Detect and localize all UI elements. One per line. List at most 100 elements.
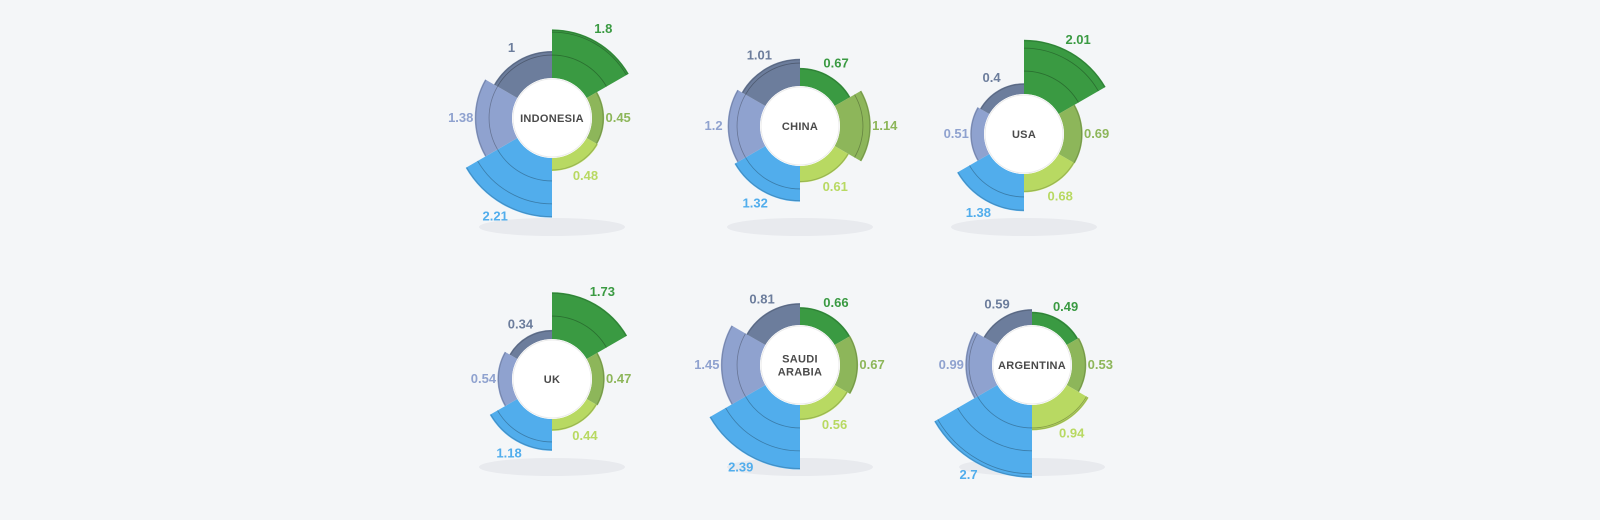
bar-guide — [488, 86, 498, 150]
bar-edge — [934, 420, 1033, 478]
bar-edge — [509, 330, 553, 356]
bar-edge — [596, 352, 605, 406]
bar-segment — [957, 154, 1024, 212]
bar-guide — [736, 94, 746, 158]
bar-segment — [720, 325, 766, 405]
bar-edge — [1023, 40, 1106, 88]
bar-segment — [983, 309, 1032, 345]
bar-segment — [1066, 337, 1087, 393]
bar-segment — [465, 138, 552, 218]
value-label: 0.48 — [573, 168, 598, 183]
radial-chart-2: 2.01 0.69 0.68 1.38 0.51 0.4 USA — [944, 32, 1109, 236]
value-label: 0.68 — [1048, 189, 1073, 204]
value-label: 0.47 — [606, 371, 631, 386]
value-label: 0.81 — [749, 291, 774, 306]
bar-segment — [509, 329, 552, 359]
bar-edge — [709, 416, 801, 470]
bar-segment — [980, 83, 1024, 114]
bar-edge — [494, 51, 553, 86]
bar-guide — [1023, 47, 1099, 92]
value-label: 0.44 — [572, 428, 598, 443]
value-label: 0.67 — [859, 357, 884, 372]
bar-edge — [799, 153, 849, 182]
bar-guide — [969, 165, 1025, 198]
radial-chart-1: 0.67 1.14 0.61 1.32 1.2 1.01 CHINA — [705, 48, 898, 236]
bar-segment — [834, 335, 859, 395]
bar-segment — [800, 307, 851, 345]
bar-segment — [1032, 385, 1089, 431]
bar-edge — [466, 167, 553, 218]
bar-segment — [800, 146, 849, 183]
center-disc — [760, 86, 840, 166]
value-label: 1.45 — [694, 357, 719, 372]
bar-guide — [551, 31, 627, 76]
value-label: 1.2 — [705, 118, 723, 133]
bar-segment — [1024, 154, 1075, 193]
bar-guide — [957, 407, 1033, 452]
value-label: 1.14 — [872, 118, 898, 133]
bar-segment — [552, 292, 628, 359]
center-disc — [984, 94, 1064, 174]
bar-edge — [980, 83, 1025, 110]
radial-chart-3: 1.73 0.47 0.44 1.18 0.54 0.34 UK — [471, 284, 631, 476]
bar-edge — [849, 336, 858, 394]
bar-edge — [475, 79, 487, 157]
bar-edge — [859, 90, 871, 162]
shadow — [727, 218, 873, 236]
bar-guide — [1023, 70, 1079, 103]
bar-edge — [490, 414, 553, 451]
bar-edge — [970, 107, 979, 161]
value-label: 0.66 — [823, 295, 848, 310]
bar-guide — [551, 315, 607, 348]
bar-segment — [1024, 39, 1106, 115]
radial-chart-5: 0.49 0.53 0.94 2.7 0.99 0.59 ARGENTINA — [934, 296, 1113, 482]
value-label: 0.69 — [1084, 126, 1109, 141]
value-label: 1.01 — [747, 48, 772, 63]
radial-chart-0: 1.8 0.45 0.48 2.21 1.38 1 INDONESIA — [448, 21, 631, 236]
bar-segment — [834, 90, 871, 162]
bar-edge — [1077, 338, 1086, 392]
bar-edge — [1031, 396, 1089, 430]
bar-segment — [586, 352, 605, 406]
value-label: 1 — [508, 40, 515, 55]
bar-edge — [957, 171, 1025, 211]
bar-guide — [745, 396, 801, 429]
value-label: 0.54 — [471, 371, 497, 386]
bar-guide — [497, 410, 553, 443]
bar-edge — [1031, 312, 1078, 340]
bar-edge — [551, 143, 598, 171]
bar-guide — [477, 160, 553, 205]
value-label: 0.61 — [823, 179, 848, 194]
bar-edge — [983, 309, 1033, 338]
bar-segment — [970, 107, 990, 161]
bar-edge — [551, 292, 627, 337]
country-label: CHINA — [782, 121, 818, 133]
bar-edge — [497, 351, 507, 407]
bar-guide — [968, 333, 978, 397]
value-label: 0.56 — [822, 417, 847, 432]
bar-segment — [497, 351, 518, 407]
value-label: 0.49 — [1053, 299, 1078, 314]
bar-segment — [934, 385, 1032, 478]
country-label: INDONESIA — [520, 113, 584, 125]
value-label: 0.59 — [984, 296, 1009, 311]
bar-edge — [721, 325, 733, 405]
shadow — [479, 218, 625, 236]
bar-segment — [586, 91, 605, 145]
center-disc — [512, 78, 592, 158]
center-disc — [760, 325, 840, 405]
country-label: SAUDI — [782, 354, 818, 366]
value-label: 1.73 — [590, 284, 615, 299]
shadow — [951, 218, 1097, 236]
bar-edge — [734, 163, 801, 202]
bar-segment — [800, 385, 848, 421]
bar-segment — [727, 89, 766, 163]
value-label: 0.34 — [508, 316, 534, 331]
value-label: 0.4 — [983, 70, 1002, 85]
bar-segment — [474, 79, 518, 157]
bar-guide — [551, 54, 607, 87]
country-label: ARABIA — [778, 367, 823, 379]
country-label: UK — [544, 374, 561, 386]
bar-guide — [736, 333, 746, 397]
